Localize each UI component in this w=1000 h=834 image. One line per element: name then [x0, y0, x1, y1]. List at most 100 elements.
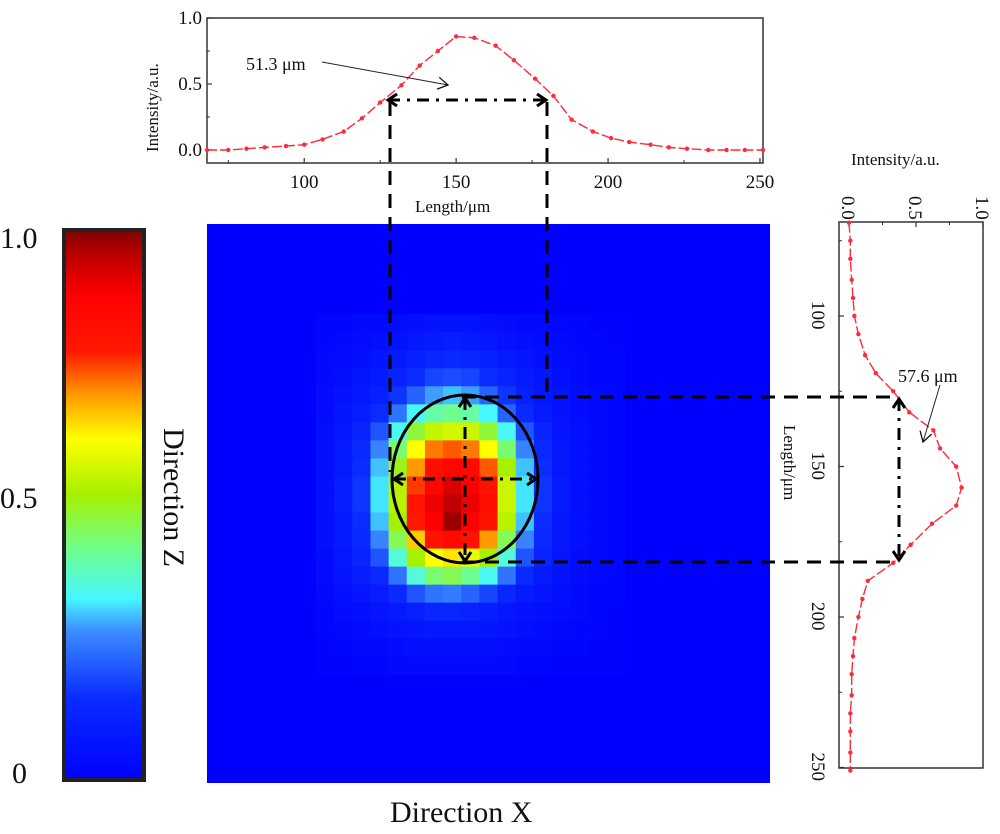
- heatmap-cell: [570, 494, 589, 513]
- top-data-point: [341, 129, 346, 134]
- heatmap-cell: [533, 584, 553, 604]
- heatmap-cell: [588, 368, 607, 387]
- heatmap-cell: [461, 656, 480, 676]
- heatmap-cell: [588, 584, 607, 604]
- heatmap-cell: [479, 602, 498, 622]
- heatmap-cell: [461, 620, 480, 640]
- heatmap-cell: [552, 494, 571, 513]
- heatmap-cell: [370, 422, 390, 441]
- top-plot-x-title: Length/μm: [415, 197, 490, 216]
- heatmap-cell: [461, 332, 480, 351]
- heatmap-cell: [370, 386, 390, 405]
- heatmap-cell: [479, 566, 498, 586]
- heatmap-cell: [461, 602, 480, 622]
- right-data-point: [862, 352, 868, 358]
- heatmap-cell: [515, 386, 535, 405]
- heatmap-cell: [533, 332, 553, 351]
- heatmap-cell: [406, 512, 426, 531]
- heatmap-cell: [370, 314, 390, 333]
- top-data-point: [706, 147, 711, 153]
- heatmap-cell: [515, 404, 535, 423]
- heatmap-cell: [406, 386, 426, 405]
- heatmap-cell: [315, 584, 335, 604]
- heatmap-cell: [315, 530, 335, 549]
- top-data-point: [359, 116, 365, 121]
- heatmap-cell: [370, 584, 390, 604]
- top-x-tick-label: 250: [746, 172, 775, 193]
- heatmap-cell: [552, 548, 571, 568]
- heatmap-cell: [533, 638, 553, 658]
- heatmap-cell: [443, 440, 462, 459]
- right-plot-frame: [838, 221, 984, 769]
- heatmap-cell: [370, 494, 390, 513]
- heatmap-cell: [352, 314, 371, 333]
- heatmap-cell: [497, 440, 517, 459]
- top-data-point: [417, 63, 422, 68]
- heatmap-cell: [352, 566, 371, 586]
- top-data-point: [666, 145, 672, 150]
- right-data-point: [907, 410, 912, 415]
- heatmap-cell: [570, 512, 589, 531]
- heatmap-cell: [315, 476, 335, 495]
- heatmap-cell: [443, 512, 462, 531]
- right-data-point: [848, 750, 853, 755]
- heatmap-cell: [533, 512, 553, 531]
- heatmap-cell: [388, 584, 408, 604]
- heatmap-cell: [479, 638, 498, 658]
- heatmap-cell: [424, 350, 444, 369]
- heatmap-cell: [443, 620, 462, 640]
- heatmap-cell: [461, 314, 480, 333]
- heatmap-cell: [424, 368, 444, 387]
- heatmap-x-title: Direction X: [390, 796, 533, 829]
- heatmap-cell: [443, 314, 462, 333]
- heatmap-cell: [315, 566, 335, 586]
- heatmap-cell: [370, 476, 390, 495]
- heatmap-cell: [606, 476, 626, 495]
- colorbar-min-label: 0: [12, 757, 27, 790]
- right-data-point: [931, 428, 936, 433]
- heatmap-cell: [370, 548, 390, 568]
- heatmap-cell: [406, 602, 426, 622]
- heatmap-cell: [479, 620, 498, 640]
- heatmap-cell: [352, 386, 371, 405]
- heatmap-cell: [352, 332, 371, 351]
- heatmap-cell: [334, 422, 353, 441]
- heatmap-cell: [424, 494, 444, 513]
- heatmap-cell: [315, 440, 335, 459]
- heatmap-cell: [334, 404, 353, 423]
- heatmap-cell: [334, 350, 353, 369]
- heatmap-cell: [352, 404, 371, 423]
- heatmap-cell: [443, 494, 462, 513]
- heatmap-cell: [352, 476, 371, 495]
- right-y-tick-label: 200: [807, 602, 828, 631]
- heatmap-cell: [406, 656, 426, 676]
- heatmap-cell: [352, 422, 371, 441]
- heatmap-cell: [443, 566, 462, 586]
- heatmap-cell: [497, 512, 517, 531]
- heatmap-cell: [352, 548, 371, 568]
- heatmap-cell: [570, 530, 589, 549]
- heatmap-cell: [388, 512, 408, 531]
- top-data-point: [493, 43, 498, 48]
- right-x-tick-label: 0.0: [837, 196, 858, 220]
- heatmap-cell: [570, 440, 589, 459]
- top-x-tick-label: 150: [442, 172, 471, 193]
- top-y-tick-label: 0.5: [178, 74, 202, 95]
- heatmap-cell: [443, 404, 462, 423]
- heatmap-cell: [606, 494, 626, 513]
- heatmap-cell: [315, 512, 335, 531]
- right-series-line: [848, 222, 963, 771]
- heatmap-cell: [515, 350, 535, 369]
- heatmap-cell: [515, 566, 535, 586]
- heatmap-cell: [552, 350, 571, 369]
- heatmap-cell: [497, 638, 517, 658]
- top-data-point: [320, 137, 325, 142]
- heatmap-cell: [497, 584, 517, 604]
- heatmap-cell: [315, 368, 335, 387]
- heatmap-cell: [515, 638, 535, 658]
- top-data-point: [684, 146, 690, 151]
- heatmap-cell: [552, 332, 571, 351]
- heatmap-cell: [370, 440, 390, 459]
- heatmap-cell: [388, 638, 408, 658]
- heatmap-cell: [588, 332, 607, 351]
